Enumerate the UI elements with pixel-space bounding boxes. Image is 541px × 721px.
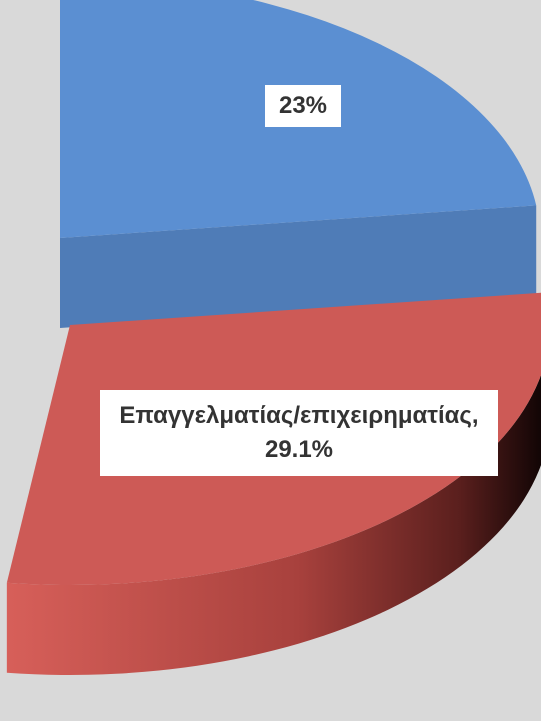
- slice-cut-face: [60, 205, 537, 328]
- data-label: 23%: [265, 85, 341, 127]
- data-label: Επαγγελματίας/επιχειρηματίας, 29.1%: [100, 390, 498, 476]
- slice-side: [6, 374, 541, 675]
